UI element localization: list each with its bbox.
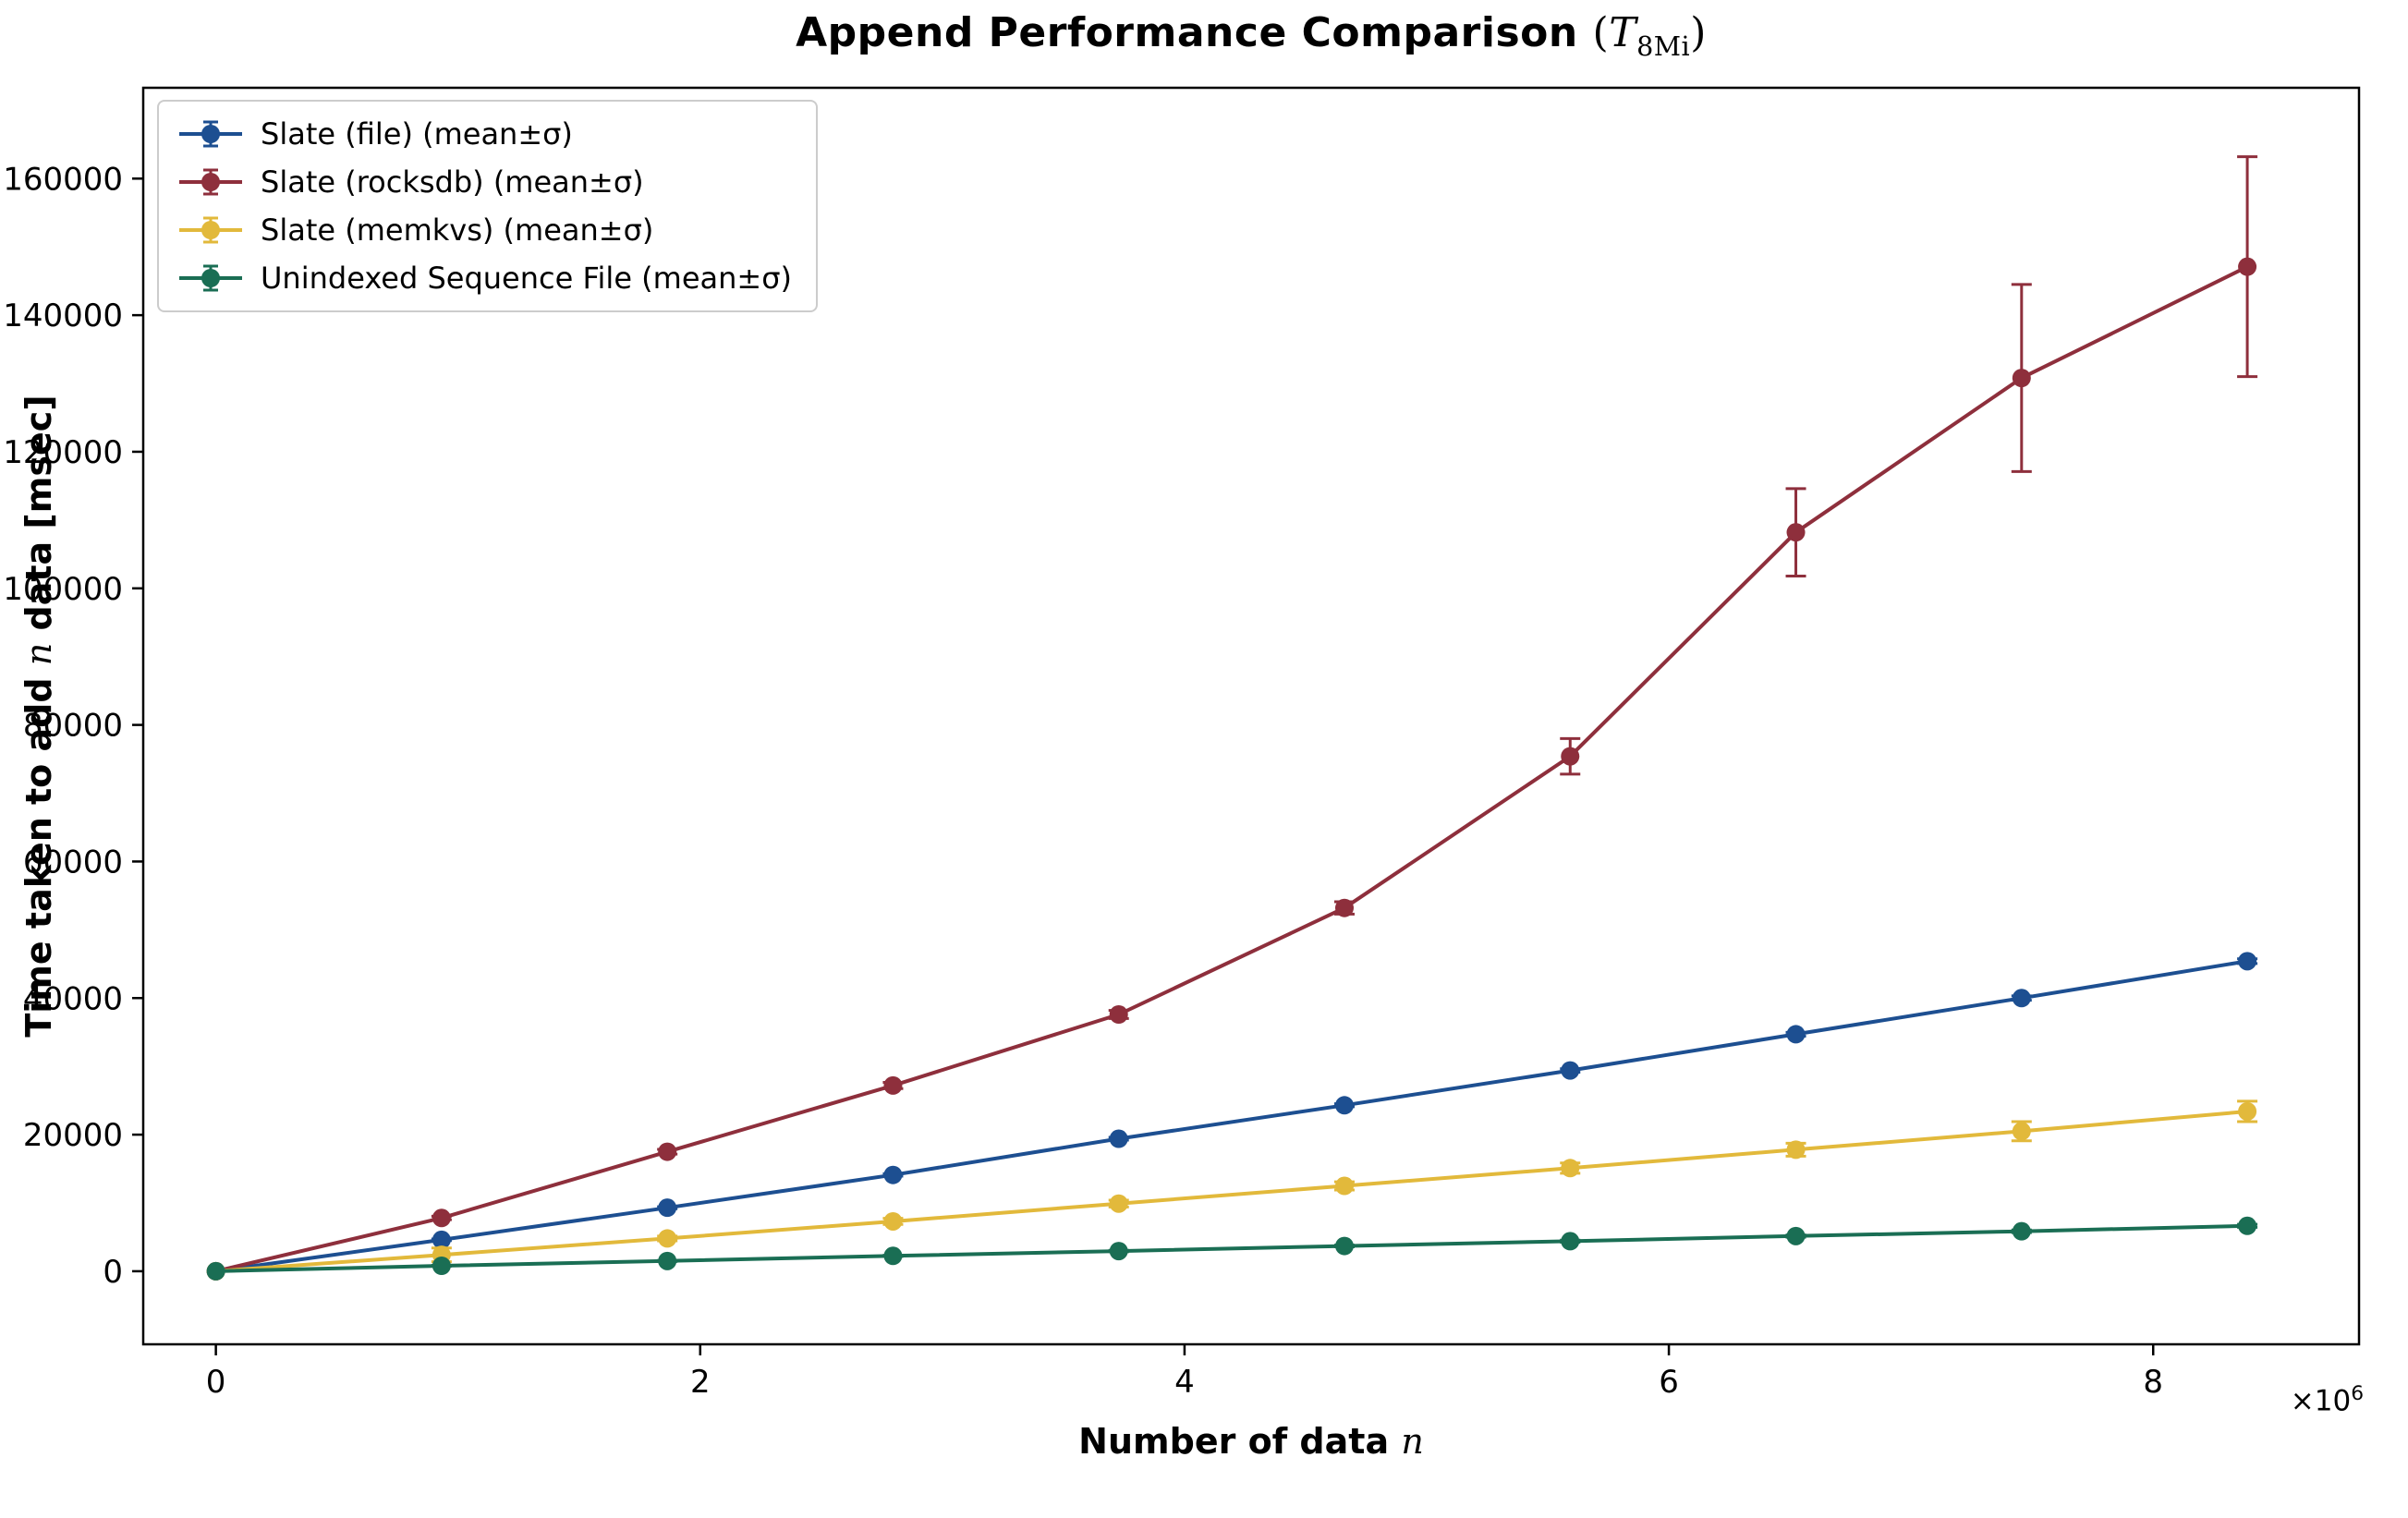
data-point-slate-memkvs (1109, 1194, 1128, 1213)
data-point-unindexed-sequence-file (1561, 1232, 1580, 1251)
data-point-unindexed-sequence-file (206, 1261, 225, 1281)
y-tick-label: 0 (103, 1254, 123, 1291)
y-tick-label: 40000 (23, 980, 123, 1017)
x-tick-label: 8 (2143, 1364, 2163, 1401)
data-point-slate-file (2238, 952, 2257, 971)
y-tick-label: 100000 (3, 571, 123, 608)
title-text: Append Performance Comparison (796, 9, 1578, 56)
data-point-slate-rocksdb (1786, 523, 1806, 542)
data-point-slate-rocksdb (1334, 898, 1354, 917)
data-point-slate-rocksdb (2238, 257, 2257, 276)
series-slate-rocksdb (206, 155, 2258, 1281)
data-point-slate-file (1561, 1061, 1580, 1080)
x-tick-label: 0 (206, 1364, 226, 1401)
legend: Slate (file) (mean±σ) Slate (rocksdb) (m… (157, 100, 818, 312)
title-math: (T8Mi) (1592, 9, 1707, 62)
data-point-slate-rocksdb (883, 1075, 903, 1095)
x-tick-label: 4 (1174, 1364, 1195, 1401)
legend-item-unindexed-sequence-file: Unindexed Sequence File (mean±σ) (176, 261, 792, 296)
x-label-variable: n (1401, 1421, 1424, 1462)
x-axis-offset-text: ×106 (2290, 1382, 2364, 1418)
data-point-slate-rocksdb (1561, 747, 1580, 766)
x-tick-label: 2 (690, 1364, 711, 1401)
data-point-unindexed-sequence-file (1109, 1242, 1128, 1261)
data-point-slate-file (2012, 989, 2031, 1008)
y-tick-label: 160000 (3, 161, 123, 198)
x-tick-label: 6 (1659, 1364, 1679, 1401)
legend-label-slate-memkvs: Slate (memkvs) (mean±σ) (261, 213, 654, 248)
axes-ticks: 0 2 4 6 8 0 20000 40000 60000 80000 100000 120000 14… (3, 161, 2163, 1401)
data-point-slate-file (1786, 1025, 1806, 1044)
data-point-slate-file (1109, 1129, 1128, 1148)
data-point-unindexed-sequence-file (883, 1246, 903, 1266)
data-point-unindexed-sequence-file (432, 1257, 451, 1275)
y-tick-label: 20000 (23, 1117, 123, 1154)
y-tick-label: 120000 (3, 434, 123, 471)
data-point-unindexed-sequence-file (658, 1251, 677, 1270)
series-line-unindexed-sequence-file (215, 1223, 2248, 1273)
series-line-slate-memkvs (215, 1110, 2248, 1273)
y-label-variable: n (18, 642, 59, 666)
x-axis-label: Number of data n (1078, 1421, 1424, 1462)
y-axis-label: Time taken to add n data [msec] (18, 395, 59, 1038)
legend-label-unindexed-sequence-file: Unindexed Sequence File (mean±σ) (261, 261, 792, 296)
legend-marker-slate-rocksdb (179, 168, 242, 196)
legend-marker-slate-memkvs (179, 216, 242, 244)
data-point-slate-file (658, 1198, 677, 1218)
legend-item-slate-rocksdb: Slate (rocksdb) (mean±σ) (176, 164, 792, 200)
series-line-slate-rocksdb (215, 264, 2248, 1273)
legend-label-slate-file: Slate (file) (mean±σ) (261, 116, 573, 152)
legend-label-slate-rocksdb: Slate (rocksdb) (mean±σ) (261, 164, 644, 200)
data-point-slate-file (883, 1165, 903, 1184)
title-subscript: 8Mi (1636, 30, 1691, 62)
data-point-slate-memkvs (658, 1229, 677, 1248)
data-point-slate-rocksdb (1109, 1005, 1128, 1024)
data-point-slate-memkvs (1786, 1140, 1806, 1160)
legend-item-slate-memkvs: Slate (memkvs) (mean±σ) (176, 213, 792, 248)
offset-exponent: 6 (2351, 1382, 2364, 1405)
data-point-slate-memkvs (2238, 1101, 2257, 1121)
y-tick-label: 60000 (23, 844, 123, 880)
series-line-slate-file (215, 959, 2248, 1273)
data-point-slate-rocksdb (658, 1142, 677, 1161)
legend-marker-slate-file (179, 120, 242, 148)
data-point-unindexed-sequence-file (1334, 1236, 1354, 1256)
plot-frame (141, 86, 2361, 1346)
legend-item-slate-file: Slate (file) (mean±σ) (176, 116, 792, 152)
y-tick-label: 80000 (23, 708, 123, 745)
chart-title: Append Performance Comparison (T8Mi) (143, 9, 2359, 62)
data-point-slate-rocksdb (432, 1208, 451, 1228)
data-point-slate-file (432, 1230, 451, 1249)
data-point-slate-file (1334, 1096, 1354, 1115)
data-point-slate-memkvs (1561, 1159, 1580, 1178)
legend-marker-unindexed-sequence-file (179, 264, 242, 292)
y-tick-label: 140000 (3, 298, 123, 334)
series-unindexed-sequence-file (206, 1216, 2258, 1281)
data-point-unindexed-sequence-file (2238, 1216, 2257, 1235)
data-point-slate-memkvs (883, 1211, 903, 1231)
data-point-slate-memkvs (1334, 1176, 1354, 1196)
data-point-slate-rocksdb (2012, 369, 2031, 388)
data-point-unindexed-sequence-file (1786, 1226, 1806, 1245)
data-point-slate-memkvs (2012, 1122, 2031, 1141)
data-point-unindexed-sequence-file (2012, 1221, 2031, 1241)
series-slate-memkvs (206, 1099, 2258, 1281)
